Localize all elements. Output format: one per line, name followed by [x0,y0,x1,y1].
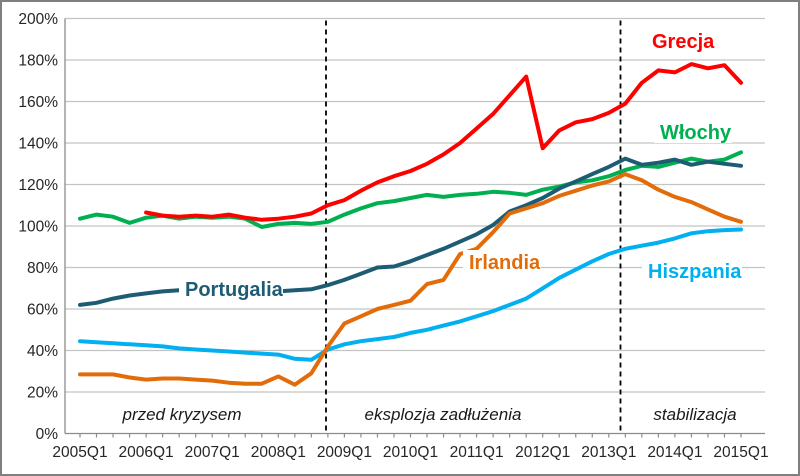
series-label-irlandia: Irlandia [469,252,541,274]
x-axis-label: 2010Q1 [383,444,438,461]
x-axis-label: 2013Q1 [581,444,636,461]
x-axis-label: 2008Q1 [251,444,306,461]
phase-annotation-3: stabilizacja [653,405,736,424]
phase-annotation-1: przed kryzysem [121,405,241,424]
y-axis-label: 40% [27,343,58,360]
series-line-irlandia [78,172,743,387]
y-axis-label: 200% [18,11,58,28]
x-axis-label: 2006Q1 [119,444,174,461]
series-label-backing [642,259,742,282]
y-axis-label: 0% [36,426,59,443]
x-axis-label: 2007Q1 [185,444,240,461]
y-axis-label: 20% [27,385,58,402]
series-label-backing [646,29,714,52]
x-axis-label: 2011Q1 [450,444,504,461]
series-line-hiszpania [78,227,743,362]
x-axis-label: 2009Q1 [317,444,372,461]
series-label-grecja: Grecja [652,31,715,53]
y-axis-label: 100% [18,219,58,236]
series-label-hiszpania: Hiszpania [648,261,742,283]
y-axis-label: 180% [18,53,58,70]
x-axis-label: 2005Q1 [52,444,107,461]
series-label-backing [463,250,541,273]
series-line-grecja [144,62,743,222]
y-axis-label: 160% [18,94,58,111]
x-axis-label: 2012Q1 [515,444,570,461]
series-label-backing [179,277,283,300]
y-axis-label: 60% [27,302,58,319]
x-axis-label: 2014Q1 [647,444,702,461]
x-axis-ticks [79,433,742,438]
x-axis-label: 2015Q1 [713,444,768,461]
phase-annotation-2: eksplozja zadłużenia [365,405,522,424]
series-label-wochy: Włochy [660,122,732,144]
series-label-portugalia: Portugalia [185,279,284,301]
y-axis-label: 80% [27,260,58,277]
gridlines [65,17,765,393]
series-label-backing [654,120,732,143]
y-axis-label: 120% [18,177,58,194]
y-axis-label: 140% [18,136,58,153]
